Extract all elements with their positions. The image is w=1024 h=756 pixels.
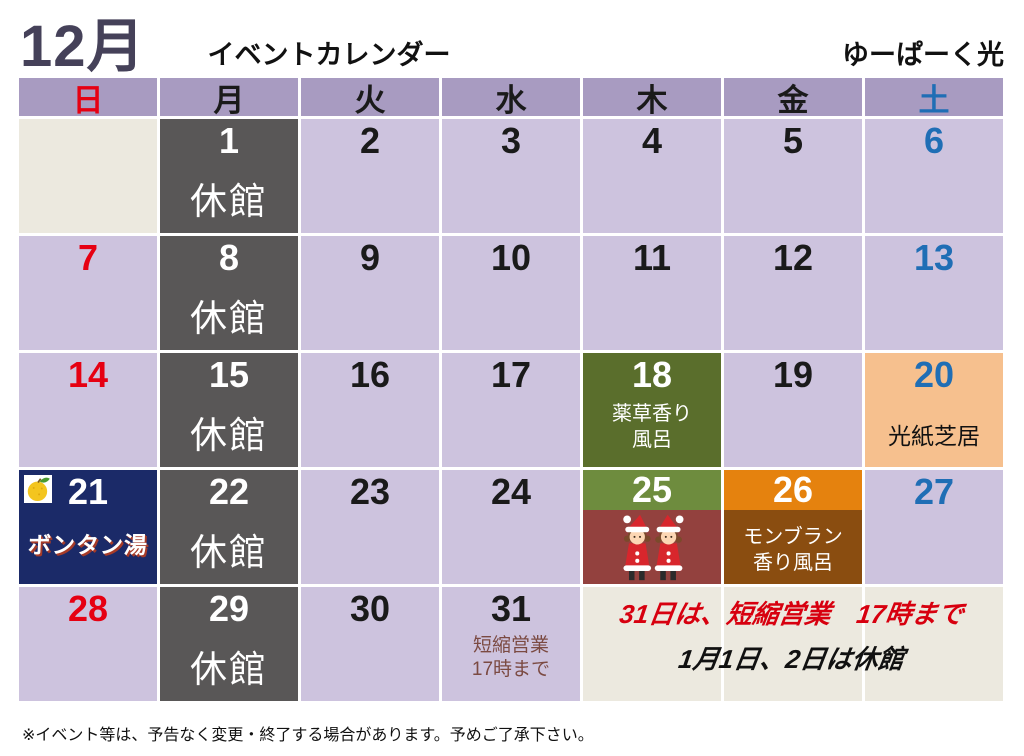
closed-label: 休館 <box>190 531 268 573</box>
date-number: 12 <box>772 237 814 278</box>
date-number: 20 <box>913 354 955 395</box>
calendar-cell-21: 21 ボンタン湯 <box>19 470 157 584</box>
calendar-cell-12: 12 <box>724 236 862 350</box>
calendar-cell-30: 30 <box>301 587 439 701</box>
santa-children-illustration <box>623 514 684 581</box>
date-number: 8 <box>218 237 240 278</box>
date-number: 6 <box>923 120 945 161</box>
calendar-cell-6: 6 <box>865 119 1003 233</box>
calendar-cell-15: 15 休館 <box>160 353 298 467</box>
date-number: 1 <box>218 120 240 161</box>
calendar-cell-19: 19 <box>724 353 862 467</box>
date-number: 5 <box>782 120 804 161</box>
date-number: 3 <box>500 120 522 161</box>
date-number: 28 <box>67 588 109 629</box>
date-number: 27 <box>913 471 955 512</box>
date-number: 23 <box>349 471 391 512</box>
calendar-cell-11: 11 <box>583 236 721 350</box>
event-label: モンブラン 香り風呂 <box>743 526 843 574</box>
date-number: 19 <box>772 354 814 395</box>
event-label: ボンタン湯 <box>27 531 149 558</box>
weekday-header-thu: 木 <box>583 78 721 118</box>
calendar-cell-4: 4 <box>583 119 721 233</box>
date-number: 11 <box>632 237 672 278</box>
calendar-cell-empty <box>19 119 157 233</box>
calendar-cell-29: 29 休館 <box>160 587 298 701</box>
event-label: 光紙芝居 <box>888 422 980 449</box>
date-number: 17 <box>490 354 532 395</box>
calendar-cell-2: 2 <box>301 119 439 233</box>
weekday-header-tue: 火 <box>301 78 439 118</box>
weekday-header-mon: 月 <box>160 78 298 118</box>
calendar-cell-24: 24 <box>442 470 580 584</box>
calendar-cell-28: 28 <box>19 587 157 701</box>
disclaimer-text: ※イベント等は、予告なく変更・終了する場合があります。予めご了承下さい。 <box>22 727 594 744</box>
calendar-cell-31: 31 短縮営業 17時まで <box>442 587 580 701</box>
date-number: 2 <box>359 120 381 161</box>
calendar-cell-23: 23 <box>301 470 439 584</box>
calendar-cell-3: 3 <box>442 119 580 233</box>
weekday-header-fri: 金 <box>724 78 862 118</box>
event-day-band: 26 <box>724 470 862 510</box>
page-header: 12月 イベントカレンダー ゆーぱーく光 <box>0 0 1024 78</box>
facility-name: ゆーぱーく光 <box>842 40 1004 70</box>
calendar-cell-27: 27 <box>865 470 1003 584</box>
event-label: 短縮営業 17時まで <box>471 634 551 681</box>
event-calendar-title: イベントカレンダー <box>207 40 451 70</box>
calendar-cell-empty <box>865 587 1003 701</box>
calendar-cell-10: 10 <box>442 236 580 350</box>
calendar-cell-7: 7 <box>19 236 157 350</box>
date-number: 29 <box>208 588 250 629</box>
closed-label: 休館 <box>190 414 268 456</box>
event-cell-body: モンブラン 香り風呂 <box>724 510 862 584</box>
calendar-cell-13: 13 <box>865 236 1003 350</box>
calendar-cell-9: 9 <box>301 236 439 350</box>
event-label: 薬草香り 風呂 <box>612 402 692 451</box>
calendar-cell-22: 22 休館 <box>160 470 298 584</box>
calendar-cell-5: 5 <box>724 119 862 233</box>
calendar-cell-empty <box>583 587 721 701</box>
bontan-fruit-icon <box>24 475 52 503</box>
calendar-cell-20: 20 光紙芝居 <box>865 353 1003 467</box>
calendar-cell-25: 25 <box>583 470 721 584</box>
calendar-cell-empty <box>724 587 862 701</box>
calendar-cell-14: 14 <box>19 353 157 467</box>
date-number: 18 <box>631 354 673 395</box>
date-number: 31 <box>490 588 532 629</box>
calendar: 日月火水木金土 1 休館 2 3 4 5 6 7 8 休館 9 10 11 12 13 14 15 休館 16 17 18… <box>19 78 1003 701</box>
date-number: 22 <box>208 471 250 512</box>
date-number: 21 <box>67 471 109 512</box>
date-number: 24 <box>490 471 532 512</box>
date-number: 30 <box>349 588 391 629</box>
date-number: 14 <box>67 354 109 395</box>
calendar-cell-26: 26 モンブラン 香り風呂 <box>724 470 862 584</box>
calendar-cell-16: 16 <box>301 353 439 467</box>
calendar-cell-1: 1 休館 <box>160 119 298 233</box>
weekday-header-sat: 土 <box>865 78 1003 118</box>
closed-label: 休館 <box>190 180 268 222</box>
date-number: 15 <box>208 354 250 395</box>
month-title: 12月 <box>20 13 146 79</box>
event-day-band: 25 <box>583 470 721 510</box>
closed-label: 休館 <box>190 648 268 690</box>
event-cell-body <box>583 510 721 584</box>
date-number: 9 <box>359 237 381 278</box>
date-number: 13 <box>913 237 955 278</box>
date-number: 16 <box>349 354 391 395</box>
date-number: 7 <box>77 237 99 278</box>
calendar-cell-18: 18 薬草香り 風呂 <box>583 353 721 467</box>
weekday-header-wed: 水 <box>442 78 580 118</box>
calendar-cell-17: 17 <box>442 353 580 467</box>
calendar-grid: 日月火水木金土 1 休館 2 3 4 5 6 7 8 休館 9 10 11 12 13 14 15 休館 16 17 18… <box>19 78 1003 701</box>
date-number: 4 <box>641 120 663 161</box>
date-number: 10 <box>490 237 532 278</box>
calendar-cell-8: 8 休館 <box>160 236 298 350</box>
date-number: 26 <box>772 470 814 511</box>
date-number: 25 <box>631 470 673 511</box>
weekday-header-sun: 日 <box>19 78 157 118</box>
closed-label: 休館 <box>190 297 268 339</box>
